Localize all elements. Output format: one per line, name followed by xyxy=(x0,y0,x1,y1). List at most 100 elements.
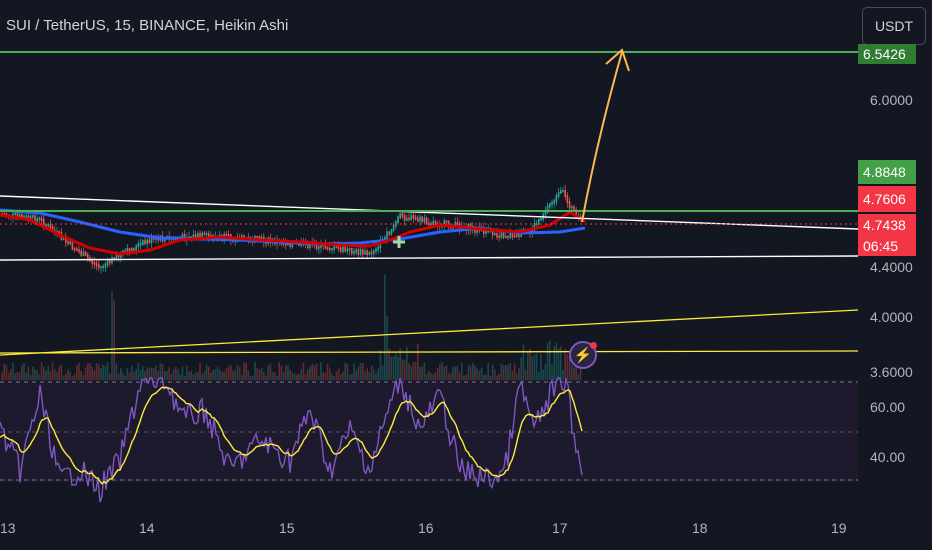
volume-bar xyxy=(287,364,289,380)
volume-bar xyxy=(146,367,148,380)
volume-bar xyxy=(531,356,533,380)
volume-bar xyxy=(419,366,421,380)
candle-body xyxy=(199,232,201,237)
volume-bar xyxy=(450,373,452,380)
volume-bar xyxy=(483,375,485,380)
candle-body xyxy=(71,241,74,250)
volume-bar xyxy=(117,373,120,380)
volume-bar xyxy=(535,353,538,380)
candle-body xyxy=(194,234,197,239)
candle-body xyxy=(67,240,69,245)
volume-bar xyxy=(1,372,3,380)
price-tick: 4.4000 xyxy=(870,259,913,275)
candle-body xyxy=(447,220,450,227)
volume-bar xyxy=(124,375,126,380)
volume-bar xyxy=(309,366,311,380)
volume-bar xyxy=(128,372,131,380)
volume-bar xyxy=(414,361,417,380)
candle-body xyxy=(386,231,388,240)
currency-button[interactable]: USDT xyxy=(862,7,926,45)
yellow-horizontal-line xyxy=(0,350,859,354)
volume-bar xyxy=(403,360,406,380)
volume-bar xyxy=(491,364,494,380)
candle-body xyxy=(494,233,496,236)
volume-bar xyxy=(159,363,162,380)
volume-bar xyxy=(254,362,256,380)
volume-bar xyxy=(329,368,331,380)
candle-body xyxy=(346,248,349,252)
volume-bar xyxy=(243,362,245,380)
candle-body xyxy=(49,224,52,229)
crosshair-plus-icon xyxy=(393,236,405,248)
volume-bar xyxy=(23,363,25,380)
volume-bar xyxy=(296,374,298,380)
symbol-title[interactable]: SUI / TetherUS, 15, BINANCE, Heikin Ashi xyxy=(6,17,289,34)
volume-bar xyxy=(485,374,487,380)
volume-bar xyxy=(69,371,71,380)
candle-body xyxy=(485,230,487,235)
volume-bar xyxy=(274,372,276,380)
volume-bar xyxy=(465,374,467,380)
candle-body xyxy=(571,206,573,209)
volume-bar xyxy=(511,370,514,380)
candle-body xyxy=(388,231,390,235)
volume-bar xyxy=(111,291,113,380)
candle-body xyxy=(98,264,100,269)
volume-bar xyxy=(566,354,569,380)
candle-body xyxy=(513,235,516,238)
volume-bar xyxy=(100,368,102,380)
candle-body xyxy=(150,236,153,244)
volume-bar xyxy=(102,365,104,380)
candle-body xyxy=(419,216,421,222)
volume-bar xyxy=(65,373,67,380)
candle-body xyxy=(113,257,115,260)
volume-bar xyxy=(507,364,509,380)
volume-bar xyxy=(18,372,21,380)
candle-body xyxy=(135,245,137,252)
candle-body xyxy=(410,214,412,221)
volume-bar xyxy=(353,363,355,380)
candle-body xyxy=(93,261,96,265)
volume-bar xyxy=(38,374,41,380)
candle-body xyxy=(368,251,371,256)
volume-bar xyxy=(210,372,212,380)
candle-body xyxy=(425,217,428,225)
volume-bar xyxy=(32,366,34,380)
candle-body xyxy=(351,248,353,255)
volume-bar xyxy=(311,363,313,380)
volume-bar xyxy=(549,340,551,380)
volume-bar xyxy=(524,369,527,380)
candle-body xyxy=(287,242,289,246)
candle-body xyxy=(227,233,230,237)
volume-bar xyxy=(25,372,27,380)
candle-body xyxy=(82,251,85,256)
candle-body xyxy=(566,195,569,204)
candle-body xyxy=(546,205,549,214)
volume-bar xyxy=(142,365,144,380)
volume-bar xyxy=(106,362,109,380)
candle-body xyxy=(73,247,76,251)
volume-bar xyxy=(331,373,333,380)
volume-bar xyxy=(568,357,571,380)
target-arrow xyxy=(581,51,623,223)
volume-bar xyxy=(216,366,219,380)
candle-body xyxy=(80,250,82,256)
volume-bar xyxy=(430,372,432,380)
volume-bar xyxy=(553,346,555,380)
candle-body xyxy=(117,254,120,258)
candle-body xyxy=(337,245,340,250)
candle-body xyxy=(102,265,104,268)
candle-body xyxy=(21,213,23,219)
candle-body xyxy=(456,221,459,226)
candle-body xyxy=(27,215,30,220)
last-price-tag: 4.7438 xyxy=(858,214,916,236)
volume-bar xyxy=(208,366,210,380)
candle-body xyxy=(40,217,43,221)
volume-bar xyxy=(498,373,500,380)
candle-body xyxy=(95,262,98,267)
volume-bar xyxy=(78,362,80,380)
candle-body xyxy=(111,257,113,264)
volume-bar xyxy=(445,365,448,380)
volume-bar xyxy=(234,370,236,380)
